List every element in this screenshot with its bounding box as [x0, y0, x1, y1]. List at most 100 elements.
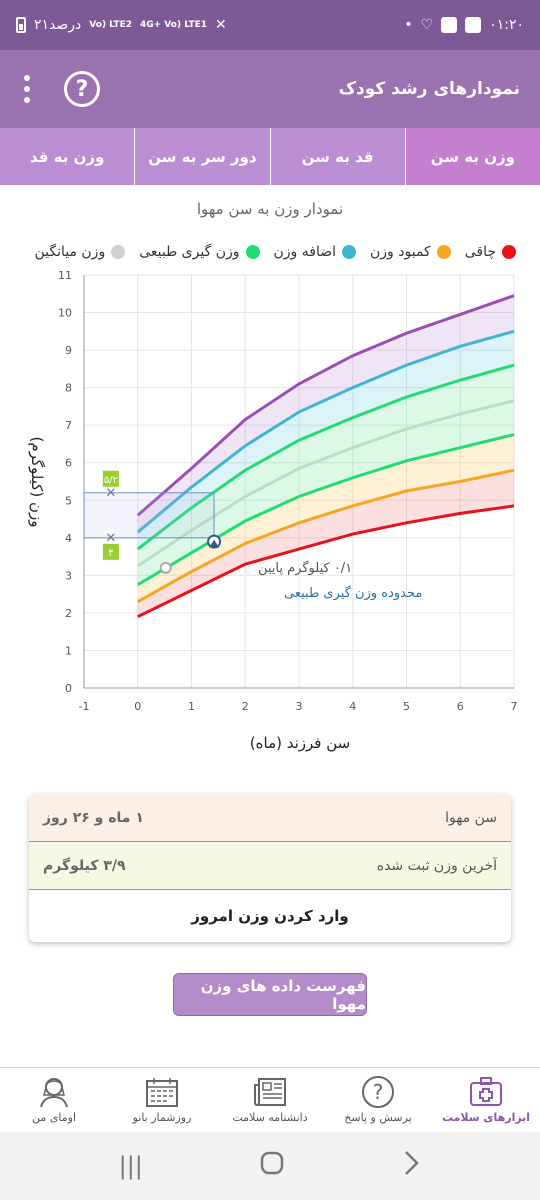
annotation-low: ۰/۱ کیلوگرم پایین — [258, 560, 352, 576]
series-line-p4 — [136, 399, 515, 568]
legend-item-obese[interactable]: چاقی — [465, 244, 516, 260]
weight-value: ۳/۹ کیلوگرم — [43, 857, 126, 874]
y-tick-label: 8 — [65, 382, 72, 395]
status-time: ۰۱:۲۰ — [489, 17, 524, 33]
y-tick-label: 2 — [65, 607, 72, 620]
y-tick-label: 0 — [65, 682, 72, 695]
status-right: • ♡ ۰۱:۲۰ — [404, 17, 524, 33]
legend-dot — [342, 245, 357, 259]
legend-item-normal[interactable]: وزن گیری طبیعی — [139, 244, 260, 260]
legend-item-underweight[interactable]: کمبود وزن — [370, 244, 451, 260]
x-tick-label: 4 — [349, 700, 356, 713]
series-line-p6 — [136, 329, 515, 534]
y-tick-label: 9 — [65, 344, 72, 357]
heart-icon: ♡ — [420, 17, 434, 33]
chart-legend: چاقی کمبود وزن اضافه وزن وزن گیری طبیعی … — [34, 244, 516, 260]
legend-label: چاقی — [464, 244, 496, 260]
nav-label: دانشنامه سلامت — [232, 1111, 308, 1124]
page-title: نمودارهای رشد کودک — [338, 79, 520, 99]
x-tick-label: 6 — [457, 700, 464, 713]
y-tick-label: 5 — [65, 494, 72, 507]
band-fill — [137, 295, 514, 533]
nav-item-profile[interactable]: اومای من — [0, 1068, 108, 1131]
tab-height-age[interactable]: قد به سن — [269, 128, 405, 185]
battery-text: ۲۱درصد — [34, 17, 82, 33]
series-line-p2 — [137, 468, 515, 603]
status-bar: ۲۱درصد Vo) LTE2 4G+ Vo) LTE1 ✕ • ♡ ۰۱:۲۰ — [0, 0, 540, 50]
help-button[interactable]: ? — [64, 71, 100, 107]
calendar-icon — [145, 1075, 179, 1109]
band-fill — [137, 331, 514, 550]
bottom-nav: ابزارهای سلامت ? پرسش و پاسخ دانشنامه سل… — [0, 1067, 540, 1131]
y-tick-label: 6 — [65, 457, 72, 470]
band-fill — [137, 470, 514, 617]
x-axis-label: سن فرزند (ماه) — [250, 734, 350, 752]
mute-icon: ✕ — [215, 17, 227, 33]
tab-weight-height[interactable]: وزن به قد — [29, 147, 105, 166]
weight-label: آخرین وزن ثبت شده — [376, 857, 497, 874]
weight-row: آخرین وزن ثبت شده ۳/۹ کیلوگرم — [29, 842, 511, 890]
legend-item-overweight[interactable]: اضافه وزن — [274, 244, 357, 260]
recents-icon[interactable]: ||| — [118, 1152, 143, 1180]
nav-item-health-tools[interactable]: ابزارهای سلامت — [432, 1068, 540, 1131]
y-tick-label: 3 — [65, 569, 72, 582]
age-label: سن مهوا — [445, 809, 497, 826]
app-icon — [465, 17, 482, 33]
app-bar-actions: ? — [20, 71, 100, 107]
series-line-p1 — [137, 504, 515, 619]
legend-label: اضافه وزن — [273, 244, 337, 260]
chart-tabs: وزن به سن قد به سن دور سر به سن وزن به ق… — [0, 128, 540, 185]
series-line-p5 — [136, 363, 515, 551]
enter-weight-button[interactable]: وارد کردن وزن امروز — [191, 907, 349, 925]
x-tick-label: 1 — [188, 700, 195, 713]
back-icon[interactable] — [401, 1150, 421, 1182]
chart-title: نمودار وزن به سن مهوا — [196, 200, 344, 218]
legend-item-average[interactable]: وزن میانگین — [34, 244, 126, 260]
tab-weight-age[interactable]: وزن به سن — [404, 128, 540, 185]
legend-dot — [111, 245, 126, 259]
health-kit-icon — [469, 1075, 503, 1109]
network-2-indicator: 4G+ Vo) LTE1 — [139, 19, 208, 30]
y-tick-label: 4 — [65, 532, 72, 545]
age-value: ۱ ماه و ۲۶ روز — [43, 809, 144, 826]
y-axis-label: وزن (کیلوگرم) — [28, 436, 46, 527]
range-label-box — [102, 543, 119, 560]
woman-profile-icon — [37, 1075, 71, 1109]
age-row: سن مهوا ۱ ماه و ۲۶ روز — [29, 794, 511, 842]
home-icon[interactable] — [260, 1151, 284, 1181]
x-tick-label: 0 — [134, 700, 141, 713]
legend-label: کمبود وزن — [370, 244, 431, 260]
y-tick-label: 1 — [65, 644, 72, 657]
legend-label: وزن گیری طبیعی — [139, 244, 240, 260]
annotation-range: محدوده وزن گیری طبیعی — [284, 585, 422, 601]
x-tick-label: -1 — [79, 700, 90, 713]
network-1-indicator: Vo) LTE2 — [89, 19, 132, 30]
weight-list-button[interactable]: فهرست داده های وزن مهوا — [173, 973, 367, 1016]
series-line-p7 — [136, 294, 515, 517]
x-tick-label: 5 — [403, 700, 410, 713]
y-tick-label: 10 — [58, 307, 72, 320]
nav-label: پرسش و پاسخ — [344, 1111, 412, 1124]
y-tick-label: 7 — [65, 419, 72, 432]
reference-point — [159, 561, 172, 574]
range-marker: ✕ — [105, 531, 116, 546]
range-label-box — [102, 470, 119, 487]
band-fill — [137, 434, 514, 602]
nav-label: اومای من — [32, 1111, 76, 1124]
range-label-text: ۵/۲ — [104, 475, 118, 486]
info-card: سن مهوا ۱ ماه و ۲۶ روز آخرین وزن ثبت شده… — [29, 794, 511, 942]
more-menu-icon[interactable] — [20, 71, 34, 107]
legend-dot — [436, 245, 451, 259]
nav-label: روزشمار بانو — [132, 1111, 192, 1124]
status-left: ۲۱درصد Vo) LTE2 4G+ Vo) LTE1 ✕ — [16, 17, 227, 33]
band-fill — [137, 365, 514, 566]
svg-text:?: ? — [373, 1080, 384, 1104]
tab-head-age[interactable]: دور سر به سن — [134, 128, 269, 185]
band-fill — [137, 400, 514, 585]
nav-item-calendar[interactable]: روزشمار بانو — [108, 1068, 216, 1131]
legend-dot — [502, 245, 516, 259]
battery-icon — [16, 17, 26, 33]
nav-item-encyclopedia[interactable]: دانشنامه سلامت — [216, 1068, 324, 1131]
nav-item-qa[interactable]: ? پرسش و پاسخ — [324, 1068, 432, 1131]
newspaper-icon — [253, 1075, 287, 1109]
